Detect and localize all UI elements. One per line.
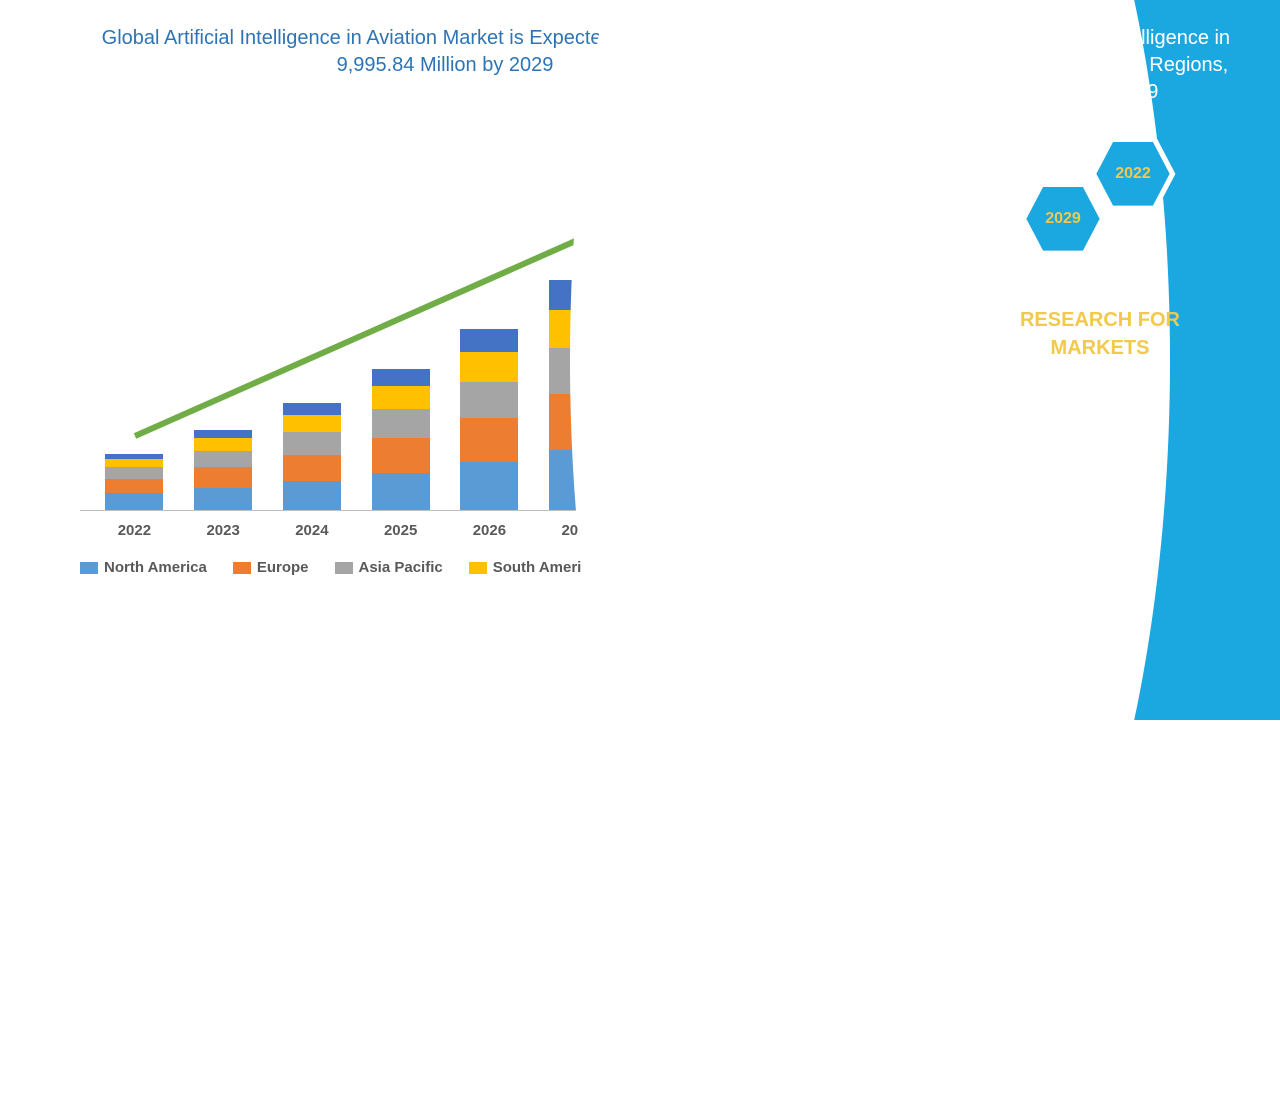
bar-segment	[194, 438, 252, 450]
bar-segment	[283, 415, 341, 432]
legend-item: Europe	[233, 559, 309, 576]
brand-line2: MARKETS	[950, 334, 1250, 362]
bar-segment	[105, 459, 163, 467]
bar-segment	[372, 386, 430, 409]
bar-segment	[105, 493, 163, 510]
bar-segment	[460, 382, 518, 418]
right-panel: Global Artificial Intelligence in Aviati…	[850, 0, 1280, 720]
bar-segment	[283, 455, 341, 481]
right-panel-title: Global Artificial Intelligence in Aviati…	[950, 25, 1250, 106]
x-axis-label: 2025	[372, 522, 430, 539]
legend-item: South America	[469, 559, 598, 576]
hexagon-badges: 2022 2029	[950, 126, 1250, 276]
bar-segment	[460, 418, 518, 462]
x-axis-label: 2022	[105, 522, 163, 539]
bar-column	[194, 430, 252, 510]
bar-segment	[372, 409, 430, 438]
legend-item: Asia Pacific	[335, 559, 443, 576]
bar-segment	[283, 432, 341, 454]
bar-segment	[105, 479, 163, 494]
bar-segment	[283, 403, 341, 415]
bar-segment	[460, 352, 518, 382]
bar-segment	[283, 481, 341, 510]
legend-label: North America	[104, 559, 207, 576]
bar-segment	[372, 438, 430, 473]
x-axis-label: 2026	[460, 522, 518, 539]
bar-segment	[105, 467, 163, 479]
bar-column	[460, 329, 518, 510]
legend-item: North America	[80, 559, 207, 576]
bar-segment	[194, 488, 252, 510]
x-axis-label: 2023	[194, 522, 252, 539]
bar-segment	[194, 467, 252, 488]
legend-swatch	[335, 562, 353, 574]
bar-segment	[372, 369, 430, 386]
legend-label: Europe	[257, 559, 309, 576]
brand-logo-text: RESEARCH FOR MARKETS	[950, 306, 1250, 362]
hexagon-2022-label: 2022	[1115, 165, 1151, 183]
bar-segment	[372, 473, 430, 510]
legend-swatch	[80, 562, 98, 574]
legend-label: Asia Pacific	[359, 559, 443, 576]
bar-segment	[194, 451, 252, 468]
bar-segment	[460, 462, 518, 510]
legend-swatch	[469, 562, 487, 574]
hexagon-2029: 2029	[1020, 181, 1106, 257]
hexagon-2029-label: 2029	[1045, 210, 1081, 228]
bar-segment	[194, 430, 252, 438]
bar-column	[105, 454, 163, 510]
bar-column	[372, 369, 430, 510]
x-axis-label: 2024	[283, 522, 341, 539]
bar-segment	[460, 329, 518, 352]
legend-swatch	[233, 562, 251, 574]
brand-line1: RESEARCH FOR	[950, 306, 1250, 334]
bar-column	[283, 403, 341, 510]
